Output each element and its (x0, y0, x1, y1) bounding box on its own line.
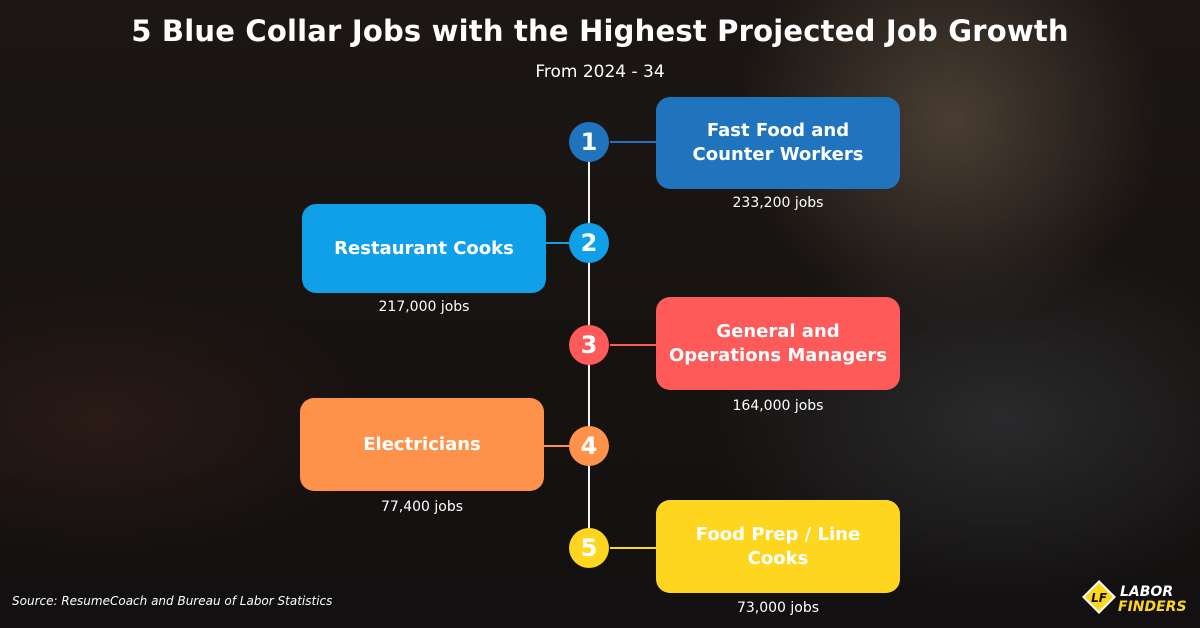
connector (610, 547, 656, 549)
rank-badge: 5 (569, 528, 609, 568)
page-title: 5 Blue Collar Jobs with the Highest Proj… (131, 14, 1069, 48)
rank-badge: 1 (569, 122, 609, 162)
connector (610, 344, 656, 346)
job-growth: 77,400 jobs (380, 499, 464, 515)
labor-finders-logo: LF LABOR FINDERS (1082, 578, 1192, 618)
svg-text:FINDERS: FINDERS (1118, 599, 1187, 615)
page-subtitle: From 2024 - 34 (535, 62, 665, 82)
job-card: Food Prep / Line Cooks (656, 500, 900, 593)
rank-badge: 3 (569, 325, 609, 365)
job-growth: 73,000 jobs (736, 600, 820, 616)
job-growth: 164,000 jobs (732, 398, 824, 414)
connector (544, 445, 570, 447)
svg-text:LABOR: LABOR (1120, 584, 1173, 600)
source-note: Source: ResumeCoach and Bureau of Labor … (12, 594, 333, 608)
rank-badge: 2 (569, 223, 609, 263)
logo-diamond-icon: LF LABOR FINDERS (1082, 580, 1187, 615)
job-growth: 217,000 jobs (378, 299, 470, 315)
connector (610, 141, 656, 143)
job-card: Restaurant Cooks (302, 204, 546, 293)
svg-text:LF: LF (1091, 591, 1108, 605)
job-card: Fast Food and Counter Workers (656, 97, 900, 189)
job-growth: 233,200 jobs (732, 195, 824, 211)
connector (546, 242, 570, 244)
rank-badge: 4 (569, 426, 609, 466)
job-card: Electricians (300, 398, 544, 491)
job-card: General and Operations Managers (656, 297, 900, 390)
